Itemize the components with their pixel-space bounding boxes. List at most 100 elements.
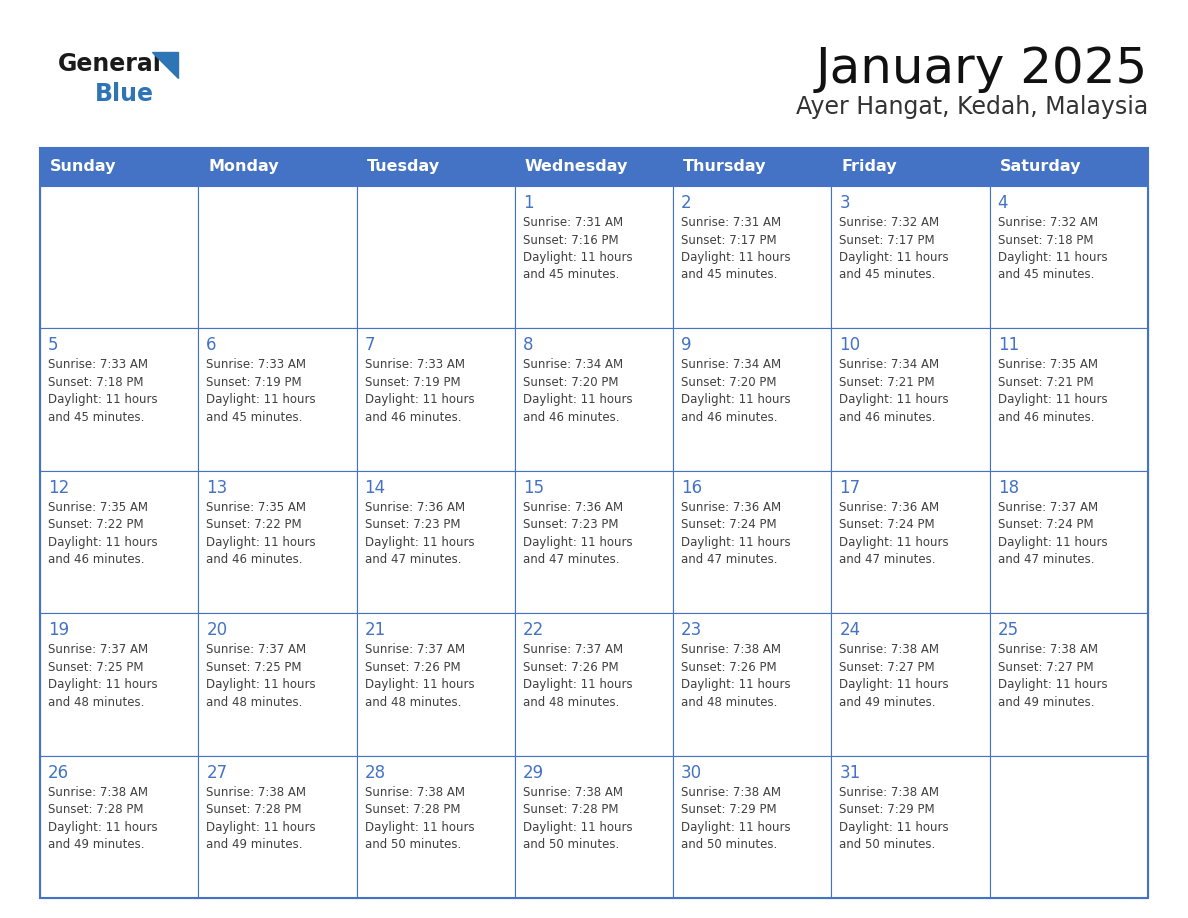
Text: 27: 27 — [207, 764, 227, 781]
Text: Sunrise: 7:37 AM
Sunset: 7:26 PM
Daylight: 11 hours
and 48 minutes.: Sunrise: 7:37 AM Sunset: 7:26 PM Dayligh… — [523, 644, 632, 709]
Bar — [514, 186, 674, 329]
Text: Sunrise: 7:38 AM
Sunset: 7:26 PM
Daylight: 11 hours
and 48 minutes.: Sunrise: 7:38 AM Sunset: 7:26 PM Dayligh… — [681, 644, 791, 709]
Text: 28: 28 — [365, 764, 386, 781]
Text: 20: 20 — [207, 621, 227, 639]
Text: Sunrise: 7:35 AM
Sunset: 7:22 PM
Daylight: 11 hours
and 46 minutes.: Sunrise: 7:35 AM Sunset: 7:22 PM Dayligh… — [48, 501, 158, 566]
Text: 1: 1 — [523, 194, 533, 212]
Text: 21: 21 — [365, 621, 386, 639]
Bar — [990, 186, 1148, 329]
Bar — [198, 471, 356, 613]
Text: Sunrise: 7:38 AM
Sunset: 7:29 PM
Daylight: 11 hours
and 50 minutes.: Sunrise: 7:38 AM Sunset: 7:29 PM Dayligh… — [681, 786, 791, 851]
Text: 19: 19 — [48, 621, 69, 639]
Bar — [674, 613, 832, 756]
Text: Sunrise: 7:36 AM
Sunset: 7:23 PM
Daylight: 11 hours
and 47 minutes.: Sunrise: 7:36 AM Sunset: 7:23 PM Dayligh… — [365, 501, 474, 566]
Text: Sunrise: 7:38 AM
Sunset: 7:28 PM
Daylight: 11 hours
and 49 minutes.: Sunrise: 7:38 AM Sunset: 7:28 PM Dayligh… — [48, 786, 158, 851]
Text: 30: 30 — [681, 764, 702, 781]
Text: Friday: Friday — [841, 160, 897, 174]
Text: 9: 9 — [681, 336, 691, 354]
Bar — [990, 329, 1148, 471]
Text: Sunrise: 7:31 AM
Sunset: 7:16 PM
Daylight: 11 hours
and 45 minutes.: Sunrise: 7:31 AM Sunset: 7:16 PM Dayligh… — [523, 216, 632, 282]
Text: Sunrise: 7:32 AM
Sunset: 7:18 PM
Daylight: 11 hours
and 45 minutes.: Sunrise: 7:32 AM Sunset: 7:18 PM Dayligh… — [998, 216, 1107, 282]
Bar — [40, 613, 198, 756]
Text: Sunrise: 7:35 AM
Sunset: 7:22 PM
Daylight: 11 hours
and 46 minutes.: Sunrise: 7:35 AM Sunset: 7:22 PM Dayligh… — [207, 501, 316, 566]
Text: Sunrise: 7:37 AM
Sunset: 7:26 PM
Daylight: 11 hours
and 48 minutes.: Sunrise: 7:37 AM Sunset: 7:26 PM Dayligh… — [365, 644, 474, 709]
Text: Sunrise: 7:33 AM
Sunset: 7:19 PM
Daylight: 11 hours
and 45 minutes.: Sunrise: 7:33 AM Sunset: 7:19 PM Dayligh… — [207, 358, 316, 424]
Bar — [356, 756, 514, 898]
Text: 24: 24 — [840, 621, 860, 639]
Bar — [832, 756, 990, 898]
Bar — [198, 756, 356, 898]
Text: Sunrise: 7:33 AM
Sunset: 7:19 PM
Daylight: 11 hours
and 46 minutes.: Sunrise: 7:33 AM Sunset: 7:19 PM Dayligh… — [365, 358, 474, 424]
Bar — [514, 471, 674, 613]
Text: Sunrise: 7:33 AM
Sunset: 7:18 PM
Daylight: 11 hours
and 45 minutes.: Sunrise: 7:33 AM Sunset: 7:18 PM Dayligh… — [48, 358, 158, 424]
Text: Sunrise: 7:36 AM
Sunset: 7:24 PM
Daylight: 11 hours
and 47 minutes.: Sunrise: 7:36 AM Sunset: 7:24 PM Dayligh… — [840, 501, 949, 566]
Bar — [674, 329, 832, 471]
Text: Blue: Blue — [95, 82, 154, 106]
Text: Ayer Hangat, Kedah, Malaysia: Ayer Hangat, Kedah, Malaysia — [796, 95, 1148, 119]
Text: Sunrise: 7:34 AM
Sunset: 7:20 PM
Daylight: 11 hours
and 46 minutes.: Sunrise: 7:34 AM Sunset: 7:20 PM Dayligh… — [681, 358, 791, 424]
Bar — [514, 613, 674, 756]
Text: 13: 13 — [207, 479, 228, 497]
Text: Sunrise: 7:38 AM
Sunset: 7:28 PM
Daylight: 11 hours
and 49 minutes.: Sunrise: 7:38 AM Sunset: 7:28 PM Dayligh… — [207, 786, 316, 851]
Bar — [40, 471, 198, 613]
Text: Sunday: Sunday — [50, 160, 116, 174]
Text: 17: 17 — [840, 479, 860, 497]
Text: Sunrise: 7:36 AM
Sunset: 7:24 PM
Daylight: 11 hours
and 47 minutes.: Sunrise: 7:36 AM Sunset: 7:24 PM Dayligh… — [681, 501, 791, 566]
Text: 22: 22 — [523, 621, 544, 639]
Text: 2: 2 — [681, 194, 691, 212]
Bar — [40, 329, 198, 471]
Bar — [356, 186, 514, 329]
Bar — [674, 756, 832, 898]
Text: Sunrise: 7:38 AM
Sunset: 7:29 PM
Daylight: 11 hours
and 50 minutes.: Sunrise: 7:38 AM Sunset: 7:29 PM Dayligh… — [840, 786, 949, 851]
Bar — [990, 613, 1148, 756]
Text: Saturday: Saturday — [1000, 160, 1081, 174]
Text: 18: 18 — [998, 479, 1019, 497]
Text: 26: 26 — [48, 764, 69, 781]
Text: 31: 31 — [840, 764, 860, 781]
Bar — [198, 329, 356, 471]
Bar — [356, 329, 514, 471]
Text: Sunrise: 7:36 AM
Sunset: 7:23 PM
Daylight: 11 hours
and 47 minutes.: Sunrise: 7:36 AM Sunset: 7:23 PM Dayligh… — [523, 501, 632, 566]
Bar — [198, 613, 356, 756]
Text: Sunrise: 7:38 AM
Sunset: 7:28 PM
Daylight: 11 hours
and 50 minutes.: Sunrise: 7:38 AM Sunset: 7:28 PM Dayligh… — [365, 786, 474, 851]
Text: 11: 11 — [998, 336, 1019, 354]
Bar — [990, 471, 1148, 613]
Text: Sunrise: 7:38 AM
Sunset: 7:27 PM
Daylight: 11 hours
and 49 minutes.: Sunrise: 7:38 AM Sunset: 7:27 PM Dayligh… — [998, 644, 1107, 709]
Text: Sunrise: 7:35 AM
Sunset: 7:21 PM
Daylight: 11 hours
and 46 minutes.: Sunrise: 7:35 AM Sunset: 7:21 PM Dayligh… — [998, 358, 1107, 424]
Bar — [832, 471, 990, 613]
Text: General: General — [58, 52, 162, 76]
Text: 12: 12 — [48, 479, 69, 497]
Bar — [40, 148, 1148, 186]
Bar — [832, 329, 990, 471]
Bar — [514, 329, 674, 471]
Bar — [832, 186, 990, 329]
Text: Sunrise: 7:37 AM
Sunset: 7:24 PM
Daylight: 11 hours
and 47 minutes.: Sunrise: 7:37 AM Sunset: 7:24 PM Dayligh… — [998, 501, 1107, 566]
Text: 10: 10 — [840, 336, 860, 354]
Text: 15: 15 — [523, 479, 544, 497]
Text: 23: 23 — [681, 621, 702, 639]
Text: Sunrise: 7:37 AM
Sunset: 7:25 PM
Daylight: 11 hours
and 48 minutes.: Sunrise: 7:37 AM Sunset: 7:25 PM Dayligh… — [207, 644, 316, 709]
Text: Sunrise: 7:37 AM
Sunset: 7:25 PM
Daylight: 11 hours
and 48 minutes.: Sunrise: 7:37 AM Sunset: 7:25 PM Dayligh… — [48, 644, 158, 709]
Bar — [356, 471, 514, 613]
Text: Sunrise: 7:34 AM
Sunset: 7:20 PM
Daylight: 11 hours
and 46 minutes.: Sunrise: 7:34 AM Sunset: 7:20 PM Dayligh… — [523, 358, 632, 424]
Text: 7: 7 — [365, 336, 375, 354]
Text: January 2025: January 2025 — [816, 45, 1148, 93]
Bar — [198, 186, 356, 329]
Text: 25: 25 — [998, 621, 1019, 639]
Text: Sunrise: 7:38 AM
Sunset: 7:28 PM
Daylight: 11 hours
and 50 minutes.: Sunrise: 7:38 AM Sunset: 7:28 PM Dayligh… — [523, 786, 632, 851]
Text: Monday: Monday — [208, 160, 279, 174]
Text: 3: 3 — [840, 194, 851, 212]
Text: 6: 6 — [207, 336, 216, 354]
Text: Wednesday: Wednesday — [525, 160, 628, 174]
Text: Sunrise: 7:34 AM
Sunset: 7:21 PM
Daylight: 11 hours
and 46 minutes.: Sunrise: 7:34 AM Sunset: 7:21 PM Dayligh… — [840, 358, 949, 424]
Text: Tuesday: Tuesday — [367, 160, 440, 174]
Text: 4: 4 — [998, 194, 1009, 212]
Text: 5: 5 — [48, 336, 58, 354]
Bar — [674, 186, 832, 329]
Text: Sunrise: 7:32 AM
Sunset: 7:17 PM
Daylight: 11 hours
and 45 minutes.: Sunrise: 7:32 AM Sunset: 7:17 PM Dayligh… — [840, 216, 949, 282]
Bar — [40, 756, 198, 898]
Polygon shape — [152, 52, 178, 78]
Text: 29: 29 — [523, 764, 544, 781]
Text: Sunrise: 7:38 AM
Sunset: 7:27 PM
Daylight: 11 hours
and 49 minutes.: Sunrise: 7:38 AM Sunset: 7:27 PM Dayligh… — [840, 644, 949, 709]
Text: 8: 8 — [523, 336, 533, 354]
